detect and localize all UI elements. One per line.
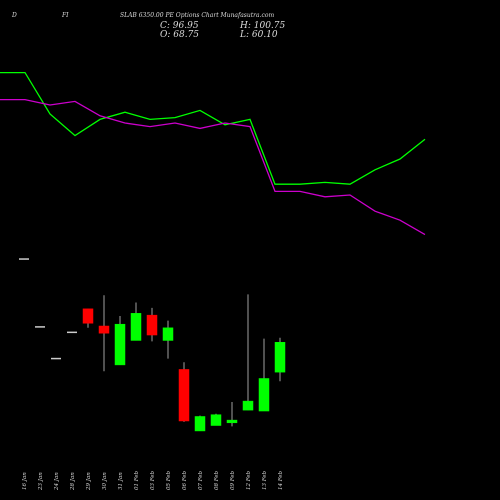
- line-plot: [0, 71, 426, 236]
- candle-body: [19, 258, 29, 260]
- candle-body: [242, 400, 254, 411]
- candle-body: [258, 378, 270, 412]
- chart-title: SLAB 6350.00 PE Options Chart Munafasutr…: [120, 12, 275, 19]
- candle-body: [274, 342, 286, 373]
- candle-body: [51, 357, 61, 360]
- close-value: C: 96.95: [160, 21, 199, 31]
- open-value: O: 68.75: [160, 30, 200, 40]
- x-tick-label: 08 Feb: [214, 470, 220, 490]
- candle-body: [35, 326, 45, 328]
- x-tick-label: 23 Jan: [38, 472, 44, 491]
- x-tick-label: 12 Feb: [246, 470, 252, 490]
- candle-body: [178, 369, 190, 422]
- x-tick-label: 06 Feb: [182, 470, 188, 490]
- x-tick-label: 01 Feb: [134, 470, 140, 490]
- candle-body: [114, 323, 126, 366]
- candle-body: [130, 313, 142, 341]
- series-line-1: [0, 71, 426, 185]
- low-value: L: 60.10: [240, 30, 278, 40]
- candlestick-plot: [19, 258, 286, 432]
- x-tick-label: 03 Feb: [150, 470, 156, 490]
- header-left-label: D: [12, 12, 17, 19]
- candle-body: [162, 327, 174, 341]
- x-tick-label: 24 Jan: [54, 472, 60, 491]
- x-tick-label: 13 Feb: [262, 470, 268, 490]
- candle-body: [194, 416, 206, 432]
- candle-body: [82, 308, 94, 324]
- x-tick-label: 16 Jan: [22, 472, 28, 490]
- candle-body: [146, 314, 158, 336]
- candle-body: [210, 414, 222, 426]
- candle-body: [226, 419, 238, 424]
- x-tick-label: 31 Jan: [118, 472, 124, 490]
- x-tick-label: 29 Jan: [86, 472, 92, 491]
- candle-body: [67, 331, 77, 334]
- x-tick-label: 30 Jan: [102, 472, 108, 490]
- header-mid-label: FI: [62, 12, 69, 19]
- high-value: H: 100.75: [240, 21, 286, 31]
- x-tick-label: 05 Feb: [166, 470, 172, 490]
- series-line-2: [0, 98, 426, 236]
- x-tick-label: 07 Feb: [198, 470, 204, 490]
- candle-body: [98, 325, 110, 334]
- x-tick-label: 14 Feb: [278, 470, 284, 490]
- x-tick-label: 28 Jan: [70, 472, 76, 491]
- x-tick-label: 09 Feb: [230, 470, 236, 490]
- x-axis: 16 Jan 23 Jan 24 Jan 28 Jan 29 Jan 30 Jan 31 J…: [22, 470, 284, 491]
